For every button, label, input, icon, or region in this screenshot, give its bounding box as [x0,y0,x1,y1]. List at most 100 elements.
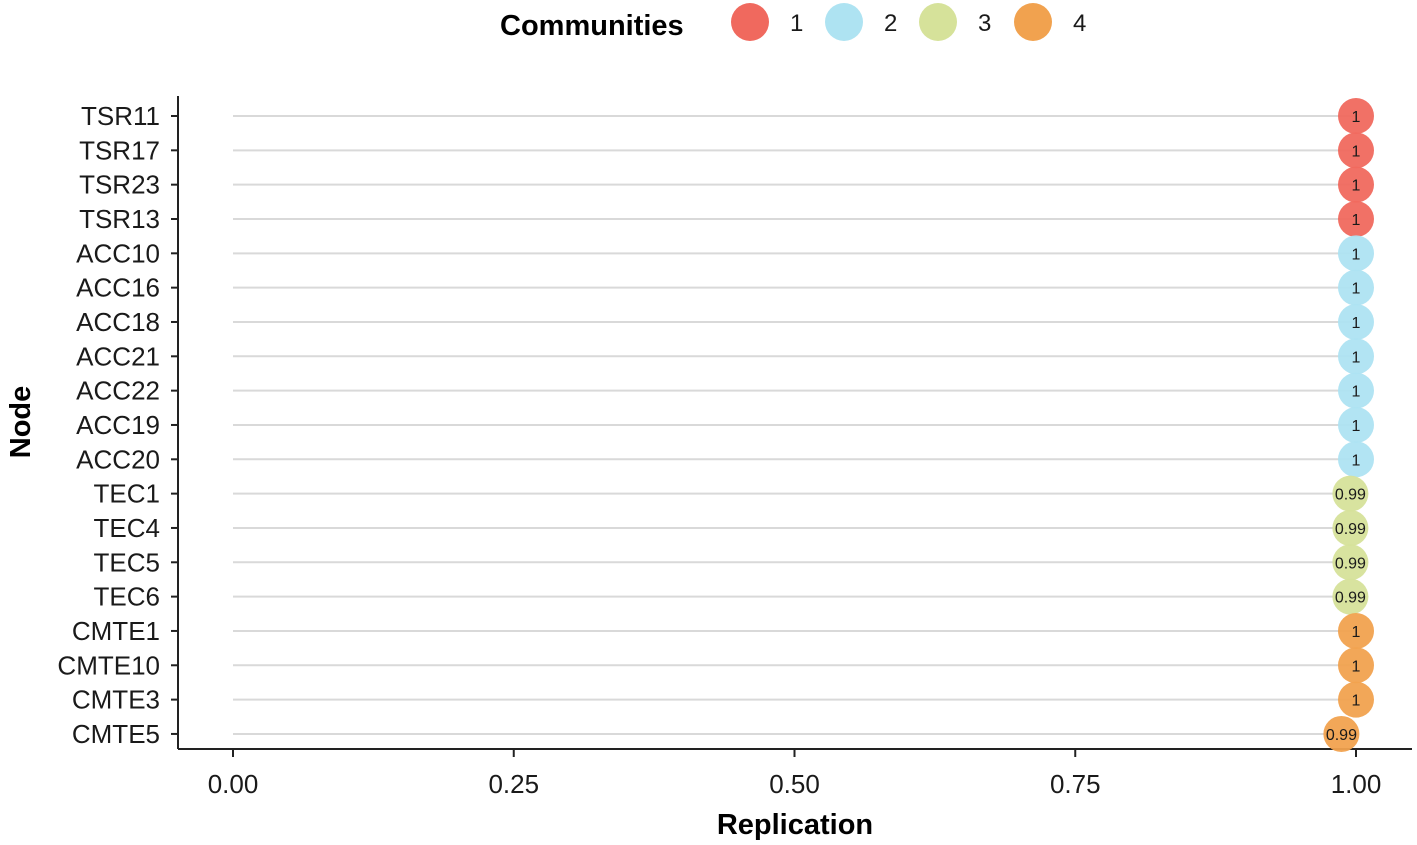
x-tick-label: 0.75 [1050,769,1101,799]
legend-label: 1 [790,10,803,37]
y-tick-label: ACC18 [76,307,160,337]
data-point-tec1: 0.99 [1332,475,1369,512]
point-value-label: 1 [1352,315,1361,332]
y-tick-label: ACC20 [76,444,160,474]
legend-label: 4 [1073,10,1086,37]
legend-item-3: 3 [919,3,991,41]
data-point-cmte3: 1 [1338,681,1374,718]
y-tick-label: CMTE3 [72,685,160,715]
y-tick-label: ACC16 [76,273,160,303]
y-tick-label: ACC19 [76,410,160,440]
point-value-label: 1 [1352,349,1361,366]
y-tick-label: TEC1 [94,479,160,509]
point-marker [1338,269,1374,306]
x-tick-label: 1.00 [1331,769,1382,799]
point-value-label: 1 [1352,109,1361,126]
data-point-tec6: 0.99 [1332,578,1369,615]
point-marker [1338,200,1374,237]
y-axis: TSR11 TSR17 TSR23 TSR13 ACC10 ACC16 ACC18 ACC21… [57,101,178,749]
legend-item-1: 1 [731,3,803,41]
point-marker [1332,544,1369,581]
point-value-label: 0.99 [1335,555,1366,572]
y-tick-label: TSR23 [79,170,160,200]
y-tick-label: TEC4 [94,513,160,543]
data-point-tsr17: 1 [1338,132,1374,169]
point-marker [1332,475,1369,512]
y-tick-label: TEC5 [94,547,160,577]
x-axis: 0.00 0.25 0.50 0.75 1.00 [208,749,1382,799]
data-point-acc19: 1 [1338,406,1374,443]
point-value-label: 1 [1352,384,1361,401]
point-value-label: 0.99 [1335,521,1366,538]
point-marker [1323,715,1360,752]
data-point-tsr11: 1 [1338,98,1374,134]
x-axis-title: Replication [717,809,873,841]
gridlines [233,115,1356,735]
legend-title: Communities [500,10,684,42]
legend-label: 2 [884,10,897,37]
legend-item-4: 4 [1014,3,1086,41]
point-marker [1338,235,1374,272]
data-point-acc21: 1 [1338,338,1374,375]
point-marker [1338,612,1374,649]
legend-swatch [1014,3,1052,41]
point-value-label: 1 [1352,418,1361,435]
legend: Communities 1 2 3 4 [500,3,1086,42]
y-tick-label: TSR13 [79,204,160,234]
legend-label: 3 [978,10,991,37]
data-point-tec4: 0.99 [1332,509,1369,546]
point-value-label: 1 [1352,281,1361,298]
y-tick-label: TEC6 [94,582,160,612]
legend-swatch [919,3,957,41]
point-marker [1338,303,1374,340]
point-marker [1338,98,1374,134]
y-tick-label: TSR17 [79,135,160,165]
point-marker [1338,372,1374,409]
x-tick-label: 0.00 [208,769,259,799]
point-marker [1338,681,1374,718]
point-value-label: 1 [1352,178,1361,195]
x-tick-label: 0.25 [488,769,539,799]
point-marker [1338,647,1374,684]
point-value-label: 1 [1352,143,1361,160]
x-tick-label: 0.50 [769,769,820,799]
point-value-label: 1 [1352,452,1361,469]
legend-swatch [731,3,769,41]
y-tick-label: ACC22 [76,376,160,406]
point-value-label: 1 [1352,624,1361,641]
legend-item-2: 2 [825,3,897,41]
y-tick-label: CMTE10 [57,650,160,680]
data-point-acc16: 1 [1338,269,1374,306]
y-tick-label: ACC21 [76,341,160,371]
point-marker [1338,132,1374,169]
data-point-acc20: 1 [1338,441,1374,478]
point-value-label: 0.99 [1335,590,1366,607]
y-axis-title: Node [5,386,37,459]
point-marker [1332,509,1369,546]
point-marker [1338,338,1374,375]
point-marker [1338,441,1374,478]
y-tick-label: CMTE1 [72,616,160,646]
data-point-tsr13: 1 [1338,200,1374,237]
point-marker [1332,578,1369,615]
point-value-label: 1 [1352,212,1361,229]
point-marker [1338,406,1374,443]
data-point-cmte10: 1 [1338,647,1374,684]
point-value-label: 0.99 [1326,727,1357,744]
data-points: 1 1 1 1 1 1 1 1 1 1 1 0.99 0.99 0.99 0.99 1 1 1 0.99 [1323,98,1374,752]
data-point-acc10: 1 [1338,235,1374,272]
data-point-acc18: 1 [1338,303,1374,340]
y-tick-label: ACC10 [76,238,160,268]
data-point-acc22: 1 [1338,372,1374,409]
point-marker [1338,166,1374,203]
data-point-tsr23: 1 [1338,166,1374,203]
point-value-label: 1 [1352,693,1361,710]
data-point-cmte5: 0.99 [1323,715,1360,752]
data-point-cmte1: 1 [1338,612,1374,649]
y-tick-label: CMTE5 [72,719,160,749]
point-value-label: 0.99 [1335,487,1366,504]
y-tick-label: TSR11 [81,101,160,131]
point-value-label: 1 [1352,246,1361,263]
data-point-tec5: 0.99 [1332,544,1369,581]
